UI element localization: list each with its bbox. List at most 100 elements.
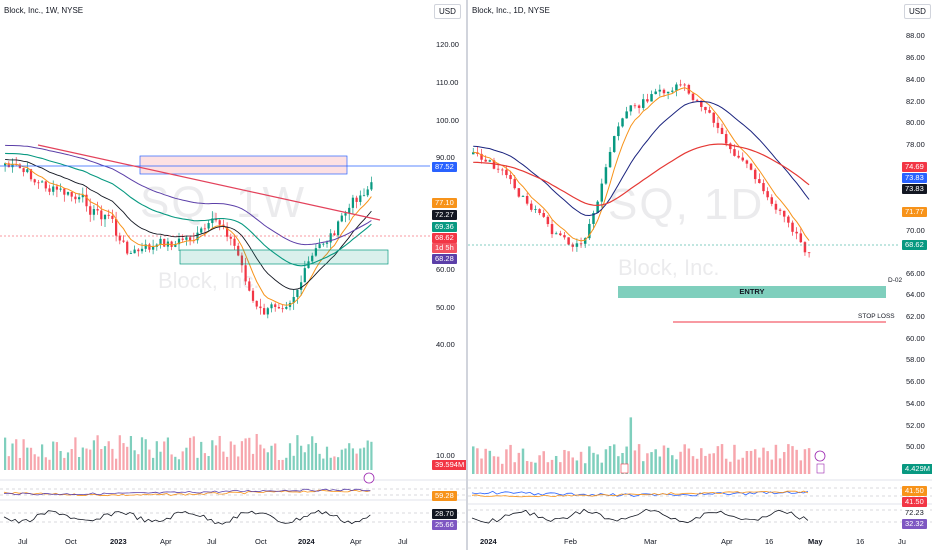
candle-body (695, 99, 699, 101)
candle-body (530, 203, 533, 210)
volume-bar (285, 457, 288, 470)
candle-body (33, 179, 36, 183)
candle-body (74, 196, 77, 200)
volume-bar (251, 453, 255, 470)
volume-bar (37, 456, 40, 470)
volume-bar (288, 443, 292, 470)
daily-price-chart[interactable] (468, 0, 932, 550)
resistance-zone (139, 155, 348, 175)
candle-body (292, 296, 295, 303)
volume-bar (274, 443, 277, 470)
volume-bar (571, 457, 574, 474)
candle-body (66, 192, 70, 195)
price-axis-label: 52.00 (906, 421, 925, 430)
volume-bar (596, 454, 599, 474)
volume-bar (745, 450, 749, 474)
volume-bar (348, 443, 351, 470)
volume-bar (185, 447, 188, 470)
weekly-chart-pane[interactable]: Block, Inc., 1W, NYSE USD SQ, 1W Block, … (0, 0, 466, 550)
candle-body (737, 155, 740, 158)
time-axis-label: Apr (721, 537, 733, 546)
candle-body (196, 232, 199, 241)
candle-body (691, 93, 695, 100)
volume-bar (240, 441, 244, 470)
volume-bar (650, 452, 653, 474)
candle-body (129, 253, 133, 255)
volume-bar (662, 445, 666, 474)
candle-body (103, 214, 107, 220)
moving-average-line (4, 162, 372, 306)
candle-body (22, 168, 25, 173)
candle-body (646, 99, 649, 102)
volume-bar (207, 456, 210, 470)
volume-bar (480, 458, 483, 474)
candle-body (177, 238, 181, 245)
volume-bar (530, 461, 533, 474)
candle-body (675, 84, 678, 91)
candle-body (203, 228, 207, 230)
time-axis-label: Jul (207, 537, 217, 546)
price-axis-label: 50.00 (436, 303, 455, 312)
volume-bar (778, 458, 782, 474)
price-axis-label: 82.00 (906, 97, 925, 106)
volume-bar (629, 417, 633, 474)
weekly-price-chart[interactable] (0, 0, 466, 550)
candle-body (118, 235, 121, 241)
daily-chart-pane[interactable]: Block, Inc., 1D, NYSE USD SQ, 1D Block, … (468, 0, 932, 550)
candle-body (509, 175, 512, 180)
volume-bar (550, 459, 554, 474)
volume-bar (642, 461, 645, 474)
volume-bar (270, 445, 273, 470)
time-axis-label: May (808, 537, 823, 546)
volume-bar (782, 452, 786, 474)
candle-body (7, 163, 10, 168)
volume-bar (484, 448, 487, 474)
candle-body (207, 223, 210, 229)
candle-body (720, 127, 724, 135)
candle-body (778, 209, 782, 211)
volume-bar (554, 455, 558, 474)
candle-body (488, 160, 492, 162)
countdown-tag: 1d 5h (432, 243, 457, 253)
volume-bar (129, 436, 133, 470)
time-axis-label: 16 (856, 537, 865, 546)
candle-body (492, 160, 496, 169)
volume-bar (63, 457, 66, 470)
volume-bar (218, 435, 221, 470)
volume-bar (89, 449, 92, 470)
candle-body (144, 244, 147, 249)
candle-body (787, 216, 790, 223)
candle-body (716, 122, 720, 128)
currency-button[interactable]: USD (904, 4, 931, 19)
candle-body (81, 194, 84, 198)
candle-body (89, 206, 92, 215)
volume-bar (521, 448, 525, 474)
time-axis-label: Apr (350, 537, 362, 546)
price-tag-77: 77.10 (432, 198, 457, 208)
candle-body (625, 111, 628, 119)
candle-body (666, 91, 670, 94)
currency-button[interactable]: USD (434, 4, 461, 19)
volume-bar (588, 446, 591, 474)
volume-bar (255, 433, 258, 470)
volume-bar (633, 450, 637, 474)
volume-bar (233, 444, 236, 470)
volume-bar (33, 454, 36, 470)
price-axis-label: 56.00 (906, 377, 925, 386)
candle-body (270, 304, 273, 309)
volume-bar (281, 459, 284, 470)
volume-bar (314, 442, 318, 470)
volume-bar (311, 436, 314, 470)
volume-bar (476, 448, 479, 474)
volume-bar (753, 449, 757, 474)
pane-divider[interactable] (466, 0, 468, 550)
price-tag-68: 68.62 (902, 240, 927, 250)
volume-bar (807, 448, 811, 474)
indicator-line (471, 508, 809, 524)
candle-body (362, 195, 366, 197)
volume-bar (322, 458, 325, 470)
candle-body (501, 169, 504, 171)
volume-bar (259, 444, 262, 470)
candle-body (596, 201, 599, 213)
earnings-flash-icon (814, 450, 826, 462)
